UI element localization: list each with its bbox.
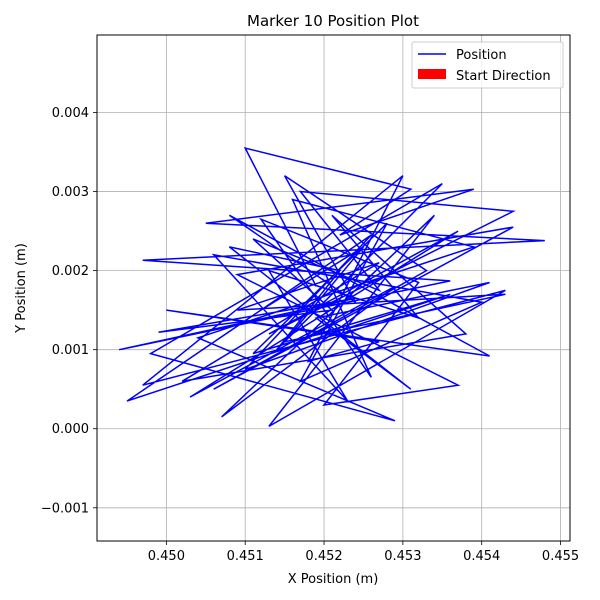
y-tick-label: 0.002 [52, 264, 89, 279]
x-tick-label: 0.450 [148, 549, 185, 564]
x-tick-label: 0.452 [305, 549, 342, 564]
y-axis-label: Y Position (m) [14, 243, 29, 334]
legend-swatch-start-direction [418, 69, 446, 79]
y-axis-ticks: −0.001 0.000 0.001 0.002 0.003 0.004 [41, 106, 97, 516]
y-tick-label: 0.004 [52, 106, 89, 121]
y-tick-label: −0.001 [41, 501, 89, 516]
data-series [118, 146, 545, 428]
legend: Position Start Direction [411, 41, 564, 89]
x-axis-label: X Position (m) [288, 572, 379, 587]
x-axis-ticks: 0.450 0.451 0.452 0.453 0.454 0.455 [148, 541, 579, 564]
chart-title: Marker 10 Position Plot [247, 12, 419, 30]
y-tick-label: 0.000 [52, 422, 89, 437]
series-line-position [118, 146, 545, 428]
y-tick-label: 0.001 [52, 343, 89, 358]
legend-box [411, 41, 564, 89]
x-tick-label: 0.454 [463, 549, 500, 564]
grid-lines [97, 35, 570, 541]
x-tick-label: 0.451 [227, 549, 264, 564]
legend-label-position: Position [456, 48, 507, 63]
y-tick-label: 0.003 [52, 185, 89, 200]
plot-frame [96, 34, 571, 542]
x-tick-label: 0.453 [384, 549, 421, 564]
legend-label-start-direction: Start Direction [456, 69, 551, 84]
x-tick-label: 0.455 [542, 549, 579, 564]
